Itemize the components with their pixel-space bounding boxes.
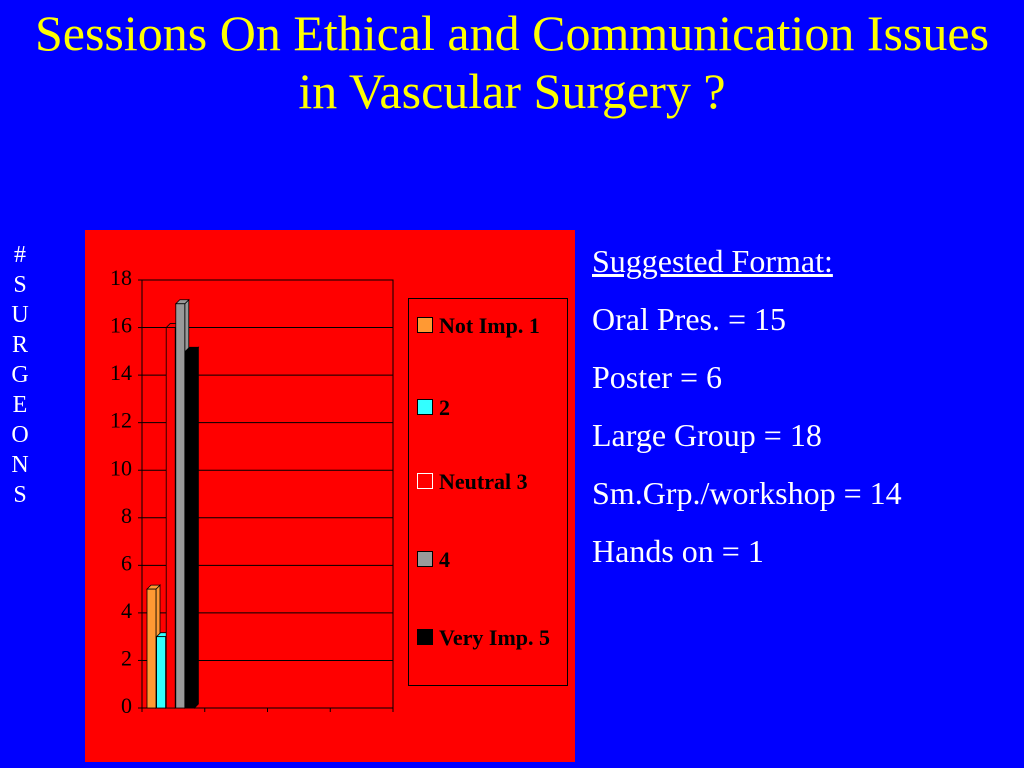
notes-heading: Suggested Format: <box>592 243 833 279</box>
note-item: Sm.Grp./workshop = 14 <box>592 475 902 511</box>
chart-panel: 0 2 4 6 8 10 12 14 16 18 Not Imp. 1 2 Neutral 3 4 Ver… <box>85 230 575 762</box>
y-tick-label: 6 <box>121 550 132 575</box>
legend-label: Not Imp. 1 <box>439 313 540 338</box>
title: Sessions On Ethical and Communication Is… <box>34 5 990 119</box>
note-item: Oral Pres. = 15 <box>592 301 787 337</box>
legend-label: 2 <box>439 395 450 420</box>
note-item: Poster = 6 <box>592 359 723 395</box>
y-tick-label: 14 <box>110 360 132 385</box>
legend-item: Neutral 3 <box>417 467 567 497</box>
legend-swatch <box>417 317 433 333</box>
legend-swatch <box>417 629 433 645</box>
y-tick-label: 2 <box>121 645 132 670</box>
legend-item: 2 <box>417 393 567 423</box>
legend-label: Very Imp. 5 <box>439 625 551 650</box>
y-tick-label: 18 <box>110 265 132 290</box>
legend-item: 4 <box>417 545 567 575</box>
note-item: Hands on = 1 <box>592 533 764 569</box>
legend-label: Neutral 3 <box>439 469 528 494</box>
y-tick-label: 8 <box>121 503 132 528</box>
bar <box>146 588 157 709</box>
legend-label: 4 <box>439 547 450 572</box>
y-tick-label: 16 <box>110 313 132 338</box>
y-tick-label: 12 <box>110 408 132 433</box>
legend-swatch <box>417 551 433 567</box>
y-tick-label: 4 <box>121 598 132 623</box>
bar <box>165 327 176 709</box>
y-axis-label: #SURGEONS <box>11 242 29 508</box>
notes: Suggested Format: Oral Pres. = 15 Poster … <box>592 232 902 580</box>
legend-item: Not Imp. 1 <box>417 311 567 341</box>
chart: 0 2 4 6 8 10 12 14 16 18 <box>110 265 394 718</box>
legend: Not Imp. 1 2 Neutral 3 4 Very Imp. 5 <box>408 298 568 686</box>
bar-side <box>194 346 199 709</box>
note-item: Large Group = 18 <box>592 417 822 453</box>
legend-item: Very Imp. 5 <box>417 623 567 653</box>
bar <box>175 303 186 709</box>
legend-swatch <box>417 399 433 415</box>
y-tick-label: 0 <box>121 693 132 718</box>
y-tick-label: 10 <box>110 455 132 480</box>
legend-swatch <box>417 473 433 489</box>
bar <box>185 350 195 709</box>
bar <box>156 636 166 709</box>
